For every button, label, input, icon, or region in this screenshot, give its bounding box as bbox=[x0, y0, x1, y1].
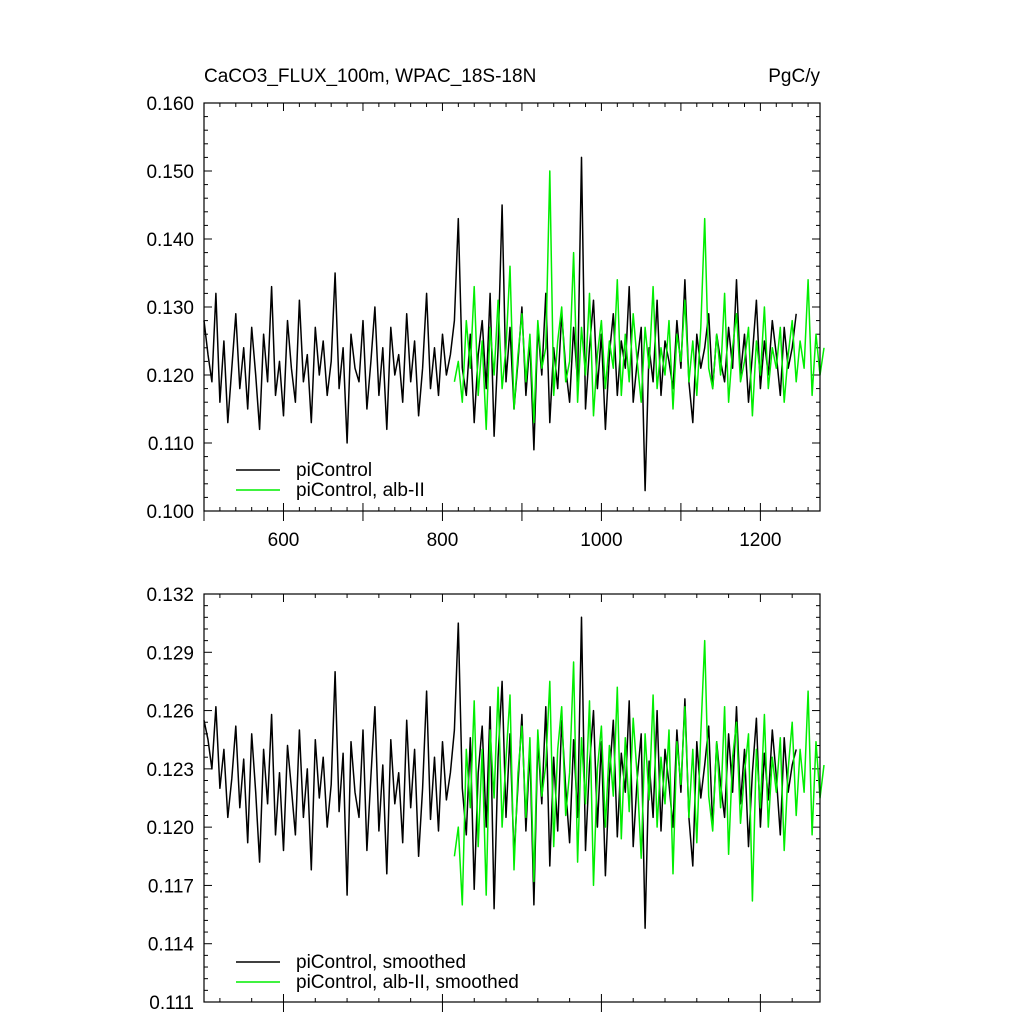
y-tick-label: 0.129 bbox=[146, 643, 194, 664]
y-tick-label: 0.132 bbox=[146, 585, 194, 606]
legend-label-picontrol-smoothed: piControl, smoothed bbox=[296, 952, 466, 973]
series-line-picontrol bbox=[203, 156, 797, 492]
y-tick-label: 0.150 bbox=[146, 162, 194, 183]
x-tick-label: 1000 bbox=[580, 530, 622, 551]
bottom-legend: piControl, smoothed piControl, alb-II, s… bbox=[236, 952, 519, 993]
top-plot-area: 0.100 0.110 0.120 0.130 0.140 0.150 0.160 600 80… bbox=[146, 94, 825, 551]
bottom-panel: 0.111 0.114 0.117 0.120 0.123 0.126 0.129 0.132… bbox=[146, 585, 825, 1014]
y-tick-label: 0.120 bbox=[146, 366, 194, 387]
chart-title: CaCO3_FLUX_100m, WPAC_18S-18N bbox=[204, 66, 536, 87]
x-tick-label: 1200 bbox=[739, 530, 781, 551]
series-line-picontrol-alb-ii-smoothed bbox=[453, 639, 825, 906]
units-label: PgC/y bbox=[768, 66, 820, 87]
legend-label-picontrol: piControl bbox=[296, 460, 372, 481]
y-tick-label: 0.111 bbox=[149, 993, 194, 1014]
y-tick-label: 0.160 bbox=[146, 94, 194, 115]
bottom-plot-frame bbox=[203, 593, 821, 1003]
y-tick-label: 0.140 bbox=[146, 230, 194, 251]
x-tick-label: 600 bbox=[268, 530, 300, 551]
series-line-picontrol-smoothed bbox=[203, 616, 797, 929]
top-plot-frame bbox=[203, 102, 821, 512]
y-tick-label: 0.117 bbox=[148, 876, 194, 897]
y-tick-label: 0.126 bbox=[146, 702, 194, 723]
top-legend: piControl piControl, alb-II bbox=[236, 460, 425, 501]
y-tick-label: 0.100 bbox=[146, 502, 194, 523]
y-tick-label: 0.114 bbox=[148, 935, 195, 956]
y-tick-label: 0.110 bbox=[148, 434, 194, 455]
top-panel: CaCO3_FLUX_100m, WPAC_18S-18N PgC/y 0.10… bbox=[146, 66, 825, 551]
x-tick-label: 800 bbox=[427, 530, 459, 551]
legend-label-picontrol-alb-ii: piControl, alb-II bbox=[296, 480, 425, 501]
y-tick-label: 0.120 bbox=[146, 818, 194, 839]
y-tick-label: 0.130 bbox=[146, 298, 194, 319]
series-line-picontrol-alb-ii bbox=[453, 170, 825, 431]
legend-label-picontrol-alb-ii-smoothed: piControl, alb-II, smoothed bbox=[296, 972, 519, 993]
bottom-plot-area: 0.111 0.114 0.117 0.120 0.123 0.126 0.129 0.132 bbox=[146, 585, 825, 1014]
y-tick-label: 0.123 bbox=[146, 760, 194, 781]
